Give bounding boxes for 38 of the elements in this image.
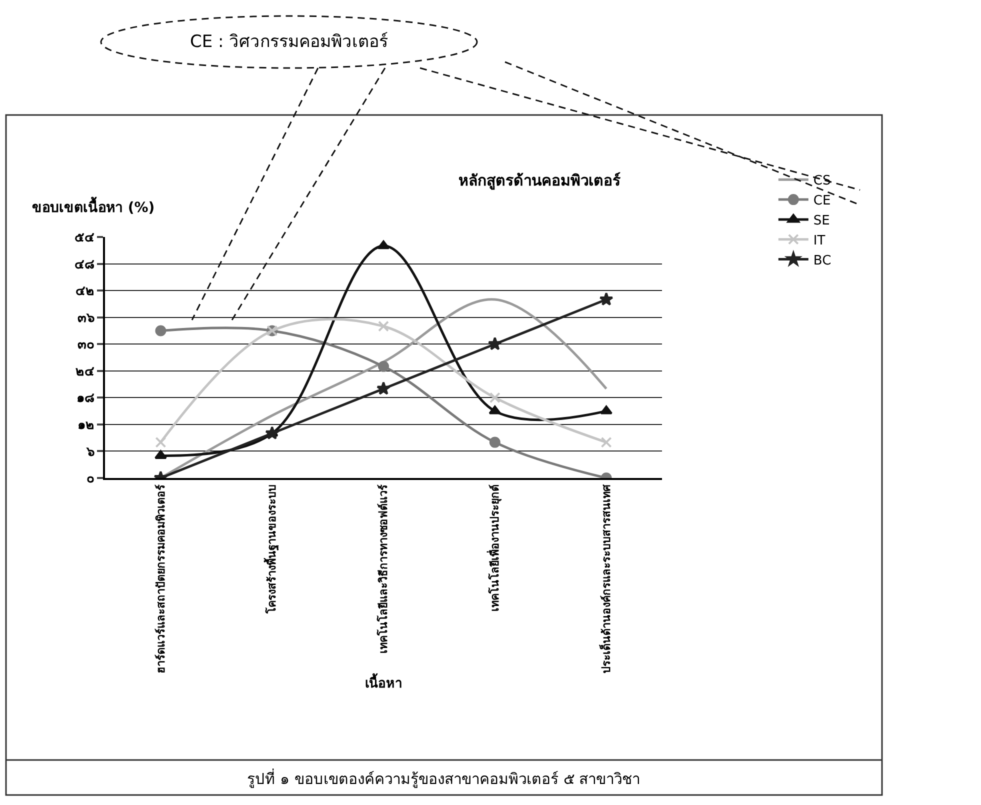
y-tick-label: ๑๒ <box>77 418 94 433</box>
y-tick-label: ๔๒ <box>75 284 94 300</box>
text: CE : วิศวกรรมคอมพิวเตอร์ <box>190 32 388 52</box>
point <box>600 406 612 414</box>
point <box>155 325 166 336</box>
y-axis-title: ขอบเขตเนื้อหา (%) <box>32 196 155 216</box>
y-tick-label: ๔๘ <box>74 257 94 272</box>
chart-title: หลักสูตรด้านคอมพิวเตอร์ <box>458 171 622 190</box>
x-tick-label: เทคโนโลยีเพื่องานประยุกต์ <box>486 484 502 612</box>
y-tick-label: ๐ <box>86 472 94 487</box>
x-tick-label: ฮาร์ดแวร์และสถาปัตยกรรมคอมพิวเตอร์ <box>154 484 168 674</box>
legend-label: CE <box>813 194 831 209</box>
point <box>378 360 389 372</box>
legend-label: IT <box>813 233 826 248</box>
point <box>489 436 500 448</box>
point <box>489 392 500 404</box>
point <box>600 436 612 448</box>
y-tick-label: ๓๐ <box>77 338 94 353</box>
y-tick-label: ๕๔ <box>74 230 94 246</box>
x-tick-label: โครงสร้างพื้นฐานของระบบ <box>264 484 280 614</box>
point <box>378 320 389 332</box>
legend-label: SE <box>813 214 830 229</box>
y-tick-label: ๑๘ <box>76 391 94 406</box>
y-tick-label: ๓๖ <box>77 310 94 326</box>
point <box>154 450 167 459</box>
y-tick-label: ๒๔ <box>75 364 94 380</box>
point <box>376 381 390 395</box>
legend-label: BC <box>813 253 832 268</box>
point <box>265 426 280 440</box>
x-tick-label: เทคโนโลยีและวิธีการทางซอฟต์แวร์ <box>376 484 390 654</box>
text: รูปที่ ๑ ขอบเขตองค์ความรู้ของสาขาคอมพิวเตอร์ ๕ สาขาวิชา <box>247 768 640 788</box>
point <box>155 436 166 448</box>
x-tick-label: ประเด็นด้านองค์กรและระบบสารสนเทศ <box>598 483 613 674</box>
point <box>377 240 390 250</box>
point <box>488 336 502 350</box>
x-axis-title: เนื้อหา <box>365 672 402 692</box>
point <box>599 292 614 306</box>
y-tick-label: ๖ <box>85 444 94 460</box>
